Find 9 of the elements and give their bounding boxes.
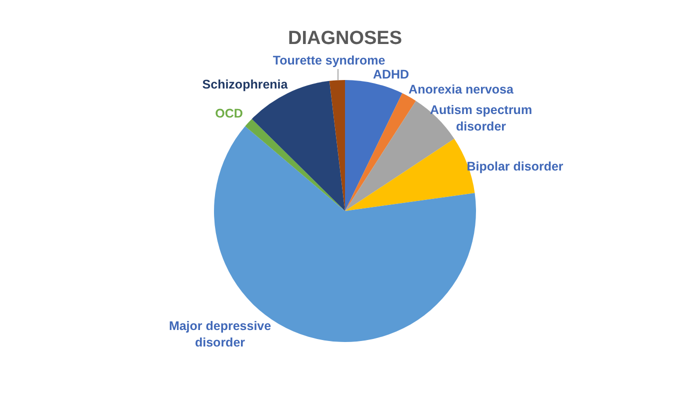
slice-label: Schizophrenia	[202, 77, 289, 92]
slice-label: OCD	[215, 106, 243, 120]
chart-title: DIAGNOSES	[288, 28, 402, 50]
slice-label: ADHD	[372, 67, 410, 82]
slice-label: Bipolar disorder	[466, 159, 564, 174]
slice-label: Autism spectrum disorder	[430, 103, 532, 134]
slice-label: Major depressive disorder	[168, 319, 272, 350]
slice-label: Tourette syndrome	[272, 53, 386, 68]
slice-label: Anorexia nervosa	[408, 82, 514, 96]
